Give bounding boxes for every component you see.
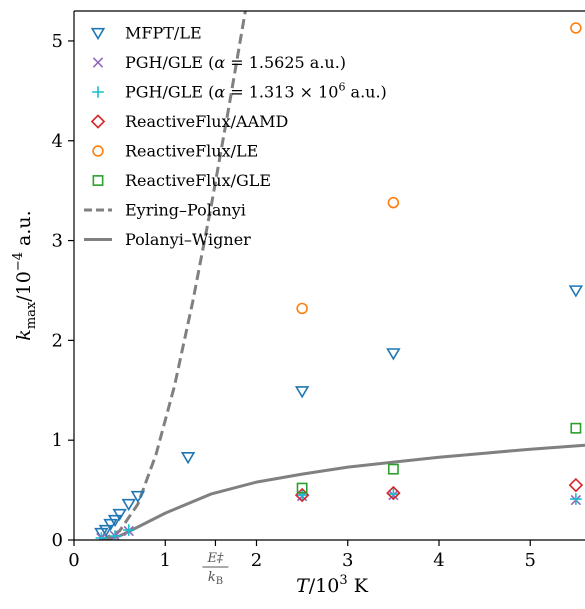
x-tick-label-2: 2 — [251, 550, 262, 571]
y-tick-label-5: 5 — [52, 31, 63, 52]
point-series-0-5 — [121, 498, 136, 512]
point-series-0-1 — [98, 524, 114, 538]
point-series-0-9 — [386, 348, 401, 361]
axes-layer: 0 1 2 3 4 5 0 1 2 3 4 5 E‡ kB T/103 K kmax/10−4 a.u. — [11, 10, 585, 597]
legend-label-0: MFPT/LE — [125, 24, 202, 43]
legend-label-5: ReactiveFlux/GLE — [125, 171, 271, 190]
point-series-0-6 — [130, 490, 146, 504]
point-series-2-3 — [296, 489, 308, 501]
legend-label-1: PGH/GLE (α = 1.5625 a.u.) — [125, 53, 346, 72]
legend-item-0: MFPT/LE — [90, 24, 202, 43]
legend-item-5: ReactiveFlux/GLE — [92, 171, 271, 190]
point-series-4-1 — [387, 196, 400, 209]
legend-item-3: ReactiveFlux/AAMD — [90, 112, 288, 131]
x-tick-label-0: 0 — [68, 550, 79, 571]
point-series-2-0 — [95, 532, 108, 540]
annotation-e-over-kb: E‡ kB — [202, 551, 229, 587]
point-series-0-7 — [180, 452, 196, 465]
legend-marker-2 — [92, 86, 104, 98]
series-0 — [94, 285, 584, 540]
x-tick-label-1: 1 — [160, 550, 171, 571]
point-series-2-4 — [387, 488, 400, 500]
point-series-3-1 — [386, 485, 401, 501]
y-axis-label: kmax/10−4 a.u. — [11, 210, 39, 340]
y-tick-label-1: 1 — [52, 430, 63, 451]
point-series-5-0 — [296, 482, 308, 494]
x-tick-label-4: 4 — [433, 550, 444, 571]
series-1 — [96, 489, 582, 540]
annotation-numerator: E‡ — [206, 551, 223, 566]
point-series-0-4 — [112, 508, 127, 522]
point-series-0-2 — [103, 518, 118, 532]
legend-label-2: PGH/GLE (α = 1.313 × 106 a.u.) — [125, 81, 387, 102]
legend-item-7: Polanyi–Wigner — [84, 230, 251, 249]
point-series-4-2 — [570, 22, 582, 34]
legend-marker-4 — [92, 145, 104, 157]
legend-marker-3 — [90, 114, 106, 129]
legend-item-2: PGH/GLE (α = 1.313 × 106 a.u.) — [92, 81, 387, 102]
point-series-4-0 — [296, 302, 308, 315]
legend-item-6: Eyring–Polanyi — [84, 201, 246, 220]
points-layer — [94, 22, 584, 540]
legend-label-3: ReactiveFlux/AAMD — [125, 112, 288, 131]
line-eyring-polanyi — [100, 11, 247, 540]
line-polanyi-wigner — [101, 443, 585, 540]
series-4 — [296, 22, 582, 315]
y-tick-label-0: 0 — [52, 530, 63, 551]
legend-marker-5 — [92, 175, 104, 186]
point-series-2-2 — [122, 524, 135, 536]
x-tick-label-5: 5 — [525, 550, 536, 571]
point-series-3-2 — [568, 477, 584, 493]
point-series-2-5 — [570, 493, 582, 505]
point-series-0-3 — [107, 514, 123, 528]
y-tick-label-4: 4 — [52, 131, 63, 152]
x-axis-label: T/103 K — [296, 573, 369, 597]
series-2 — [95, 488, 582, 540]
legend-label-7: Polanyi–Wigner — [125, 230, 251, 249]
legend-marker-1 — [92, 57, 104, 68]
point-series-0-8 — [294, 386, 310, 399]
legend-item-1: PGH/GLE (α = 1.5625 a.u.) — [92, 53, 346, 72]
legend: MFPT/LE PGH/GLE (α = 1.5625 a.u.) PGH/GLE … — [84, 24, 387, 249]
lines-layer — [100, 11, 585, 540]
series-3 — [294, 477, 584, 503]
legend-item-4: ReactiveFlux/LE — [92, 142, 258, 161]
annotation-denominator: kB — [208, 570, 223, 587]
series-5 — [296, 422, 582, 494]
point-series-5-2 — [570, 422, 582, 434]
legend-label-4: ReactiveFlux/LE — [125, 142, 258, 161]
point-series-0-10 — [568, 285, 584, 298]
y-tick-label-3: 3 — [52, 231, 63, 252]
legend-label-6: Eyring–Polanyi — [125, 201, 246, 220]
legend-marker-0 — [90, 27, 106, 41]
point-series-5-1 — [387, 463, 399, 475]
y-tick-label-2: 2 — [52, 330, 63, 351]
x-tick-label-3: 3 — [342, 550, 353, 571]
